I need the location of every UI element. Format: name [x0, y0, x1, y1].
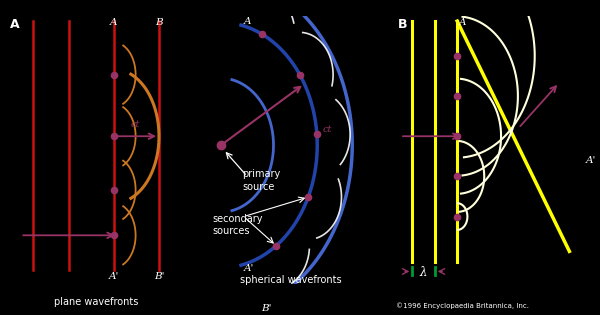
Text: B: B [155, 18, 163, 27]
Text: primary
source: primary source [242, 169, 280, 192]
Text: A: A [244, 17, 252, 26]
Text: A': A' [586, 156, 596, 165]
Text: plane wavefronts: plane wavefronts [54, 297, 138, 307]
Text: ct: ct [322, 125, 332, 134]
Text: A': A' [244, 264, 254, 273]
Text: B: B [398, 18, 407, 32]
Text: B': B' [154, 272, 164, 281]
Text: A: A [10, 18, 19, 32]
Text: B': B' [262, 304, 272, 313]
Text: ct: ct [130, 120, 140, 129]
Text: A: A [459, 18, 467, 27]
Text: spherical wavefronts: spherical wavefronts [240, 275, 342, 284]
Text: secondary
sources: secondary sources [212, 214, 263, 237]
Text: ©1996 Encyclopaedia Britannica, Inc.: ©1996 Encyclopaedia Britannica, Inc. [396, 302, 529, 309]
Text: A: A [110, 18, 118, 27]
Text: λ: λ [420, 266, 427, 279]
Text: A': A' [109, 272, 119, 281]
